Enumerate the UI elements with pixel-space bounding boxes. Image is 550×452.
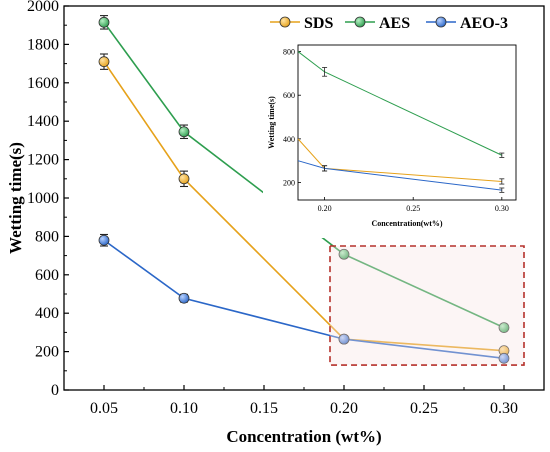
data-point-aes	[98, 16, 110, 28]
y-tick-label: 400	[35, 305, 59, 322]
y-tick-label: 1600	[27, 75, 59, 92]
data-point-sds	[98, 56, 110, 68]
series-line-aeo-3	[103, 239, 505, 360]
inset-x-tick-label: 0.30	[495, 204, 509, 213]
y-tick-label: 200	[35, 344, 59, 361]
x-tick-label: 0.15	[250, 400, 278, 417]
inset-background	[263, 40, 529, 238]
y-tick-label: 0	[51, 382, 59, 399]
x-tick-label: 0.20	[330, 400, 358, 417]
legend-label-aes: AES	[379, 15, 410, 32]
y-tick-label: 1400	[27, 113, 59, 130]
legend: SDS AES AEO-3	[270, 15, 508, 32]
inset-y-tick-label: 400	[283, 135, 295, 144]
main-axes: 0 200 400 600 800 1000 1200 1400 1600 1800 2000 0.0…	[27, 0, 518, 417]
data-point-aeo-3	[178, 292, 190, 304]
y-tick-label: 1000	[27, 190, 59, 207]
inset-x-tick-label: 0.20	[318, 204, 332, 213]
y-tick-label: 1200	[27, 152, 59, 169]
inset-x-tick-label: 0.25	[406, 204, 420, 213]
legend-marker-aes	[354, 16, 366, 28]
x-tick-label: 0.05	[90, 400, 118, 417]
legend-marker-sds	[279, 16, 291, 28]
x-tick-label: 0.25	[410, 400, 438, 417]
zoom-box	[329, 245, 525, 366]
data-point-aes	[338, 248, 350, 260]
legend-label-sds: SDS	[304, 15, 333, 32]
series-line-sds	[103, 61, 505, 352]
y-tick-label: 600	[35, 267, 59, 284]
inset-y-tick-label: 200	[283, 179, 295, 188]
inset-y-tick-label: 600	[283, 91, 295, 100]
y-tick-label: 1800	[27, 36, 59, 53]
y-tick-label: 800	[35, 228, 59, 245]
legend-label-aeo-3: AEO-3	[460, 15, 508, 32]
legend-marker-aeo-3	[435, 16, 447, 28]
data-point-aeo-3	[498, 352, 510, 364]
inset-y-tick-label: 800	[283, 48, 295, 57]
inset-frame	[297, 44, 517, 201]
y-tick-label: 2000	[27, 0, 59, 15]
x-axis-title: Concentration (wt%)	[226, 427, 381, 446]
data-point-aeo-3	[338, 333, 350, 345]
inset-x-axis-title: Concentration(wt%)	[371, 219, 442, 228]
y-axis-title: Wetting time(s)	[6, 142, 25, 254]
zoom-region	[329, 208, 525, 366]
inset-y-axis-title: Wetting time(s)	[267, 96, 276, 149]
data-point-aes	[498, 322, 510, 334]
data-point-sds	[178, 173, 190, 185]
x-tick-label: 0.30	[490, 400, 518, 417]
data-point-aeo-3	[98, 234, 110, 246]
x-tick-label: 0.10	[170, 400, 198, 417]
inset-chart: 200 400 600 800 0.20 0.25 0.30 Concentration(wt…	[263, 40, 529, 238]
data-point-aes	[178, 126, 190, 138]
